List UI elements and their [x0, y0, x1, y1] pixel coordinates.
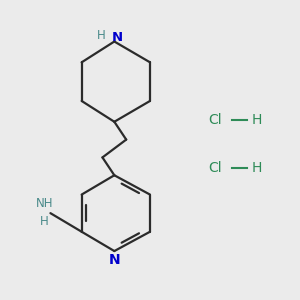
Text: NH: NH [36, 197, 53, 210]
Text: H: H [40, 215, 49, 228]
Text: Cl: Cl [208, 113, 222, 127]
Text: H: H [97, 29, 105, 42]
Text: N: N [112, 31, 123, 44]
Text: N: N [109, 253, 120, 266]
Text: H: H [252, 161, 262, 175]
Text: Cl: Cl [208, 161, 222, 175]
Text: H: H [252, 113, 262, 127]
